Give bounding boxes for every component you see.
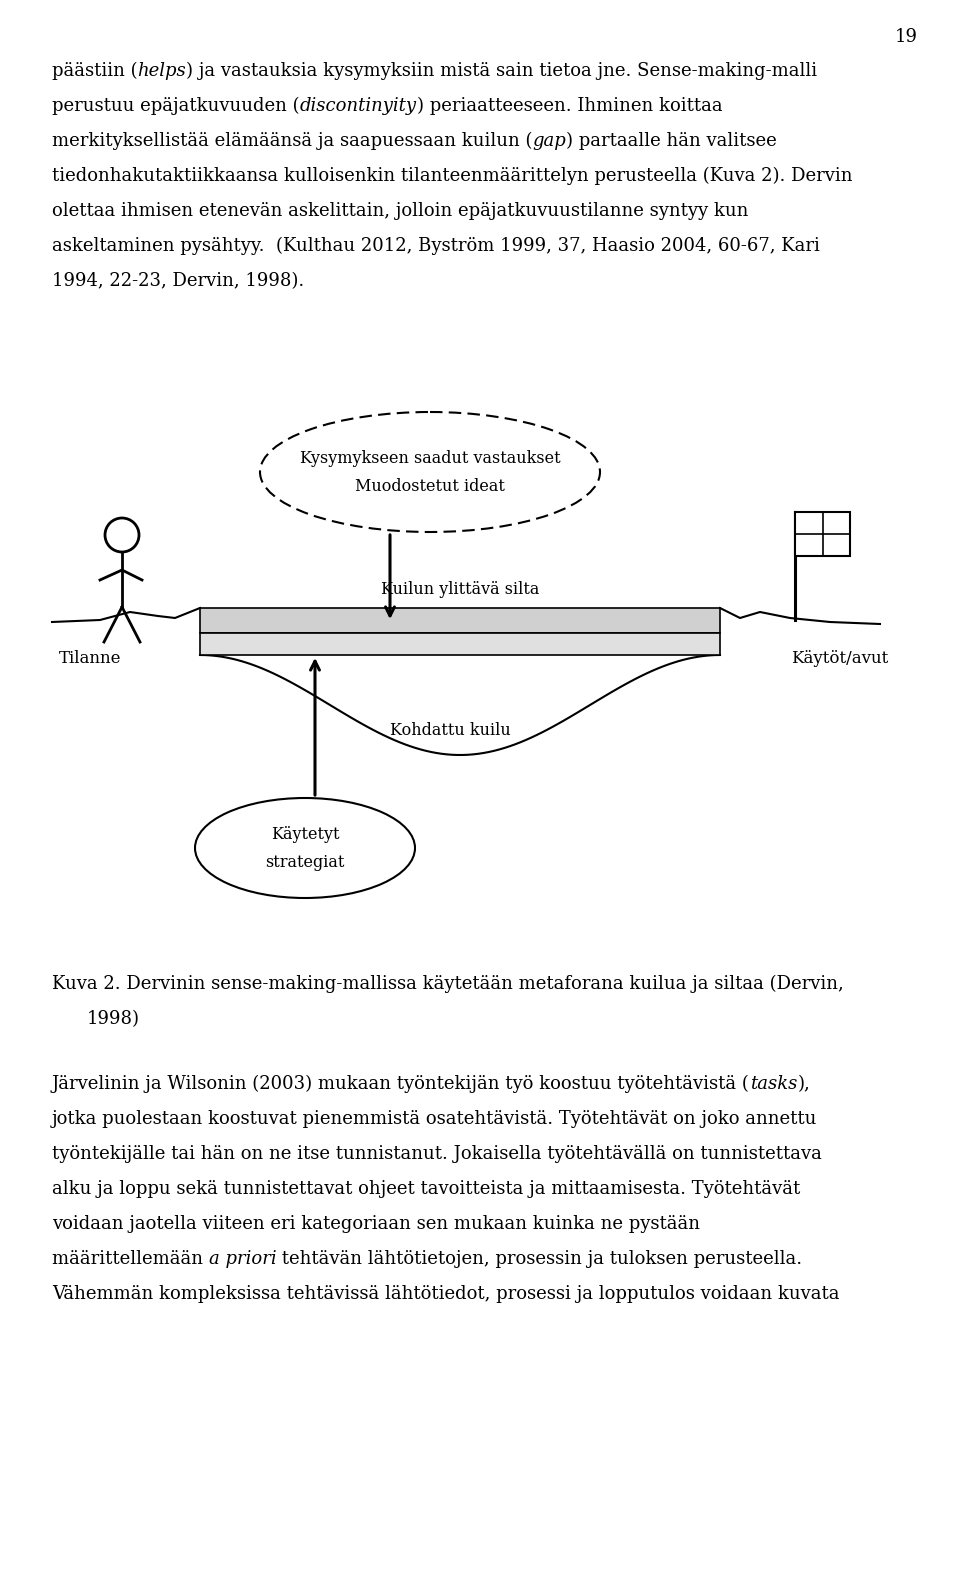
Text: Kuilun ylittävä silta: Kuilun ylittävä silta [381, 581, 540, 598]
Text: perustuu epäjatkuvuuden (: perustuu epäjatkuvuuden ( [52, 96, 300, 115]
Text: 19: 19 [895, 28, 918, 46]
Text: Käytetyt: Käytetyt [271, 825, 339, 843]
Text: tasks: tasks [750, 1075, 797, 1094]
Text: tehtävän lähtötietojen, prosessin ja tuloksen perusteella.: tehtävän lähtötietojen, prosessin ja tul… [276, 1250, 803, 1269]
Text: ) periaatteeseen. Ihminen koittaa: ) periaatteeseen. Ihminen koittaa [417, 96, 722, 115]
Text: helps: helps [137, 62, 186, 80]
Text: Vähemmän kompleksissa tehtävissä lähtötiedot, prosessi ja lopputulos voidaan kuv: Vähemmän kompleksissa tehtävissä lähtöti… [52, 1284, 839, 1303]
Text: 1998): 1998) [87, 1010, 140, 1027]
Text: Käytöt/avut: Käytöt/avut [791, 650, 889, 667]
Bar [200, 608, 720, 633]
Text: Muodostetut ideat: Muodostetut ideat [355, 478, 505, 494]
Text: määrittellemään: määrittellemään [52, 1250, 208, 1269]
Bar [200, 633, 720, 655]
Text: Kohdattu kuilu: Kohdattu kuilu [390, 721, 511, 739]
Text: Kuva 2. Dervinin sense-making-mallissa käytetään metaforana kuilua ja siltaa (De: Kuva 2. Dervinin sense-making-mallissa k… [52, 975, 844, 993]
Text: ) ja vastauksia kysymyksiin mistä sain tietoa jne. Sense-making-malli: ) ja vastauksia kysymyksiin mistä sain t… [186, 62, 818, 80]
Text: jotka puolestaan koostuvat pienemmistä osatehtävistä. Työtehtävät on joko annett: jotka puolestaan koostuvat pienemmistä o… [52, 1109, 817, 1128]
Text: voidaan jaotella viiteen eri kategoriaan sen mukaan kuinka ne pystään: voidaan jaotella viiteen eri kategoriaan… [52, 1215, 700, 1232]
Text: työntekijälle tai hän on ne itse tunnistanut. Jokaisella työtehtävällä on tunnis: työntekijälle tai hän on ne itse tunnist… [52, 1146, 822, 1163]
Text: a priori: a priori [208, 1250, 276, 1269]
Text: Järvelinin ja Wilsonin (2003) mukaan työntekijän työ koostuu työtehtävistä (: Järvelinin ja Wilsonin (2003) mukaan työ… [52, 1075, 750, 1094]
Text: discontinyity: discontinyity [300, 96, 417, 115]
Text: alku ja loppu sekä tunnistettavat ohjeet tavoitteista ja mittaamisesta. Työtehtä: alku ja loppu sekä tunnistettavat ohjeet… [52, 1180, 801, 1198]
Text: merkityksellistää elämäänsä ja saapuessaan kuilun (: merkityksellistää elämäänsä ja saapuessa… [52, 133, 533, 150]
Text: askeltaminen pysähtyy.  (Kulthau 2012, Byström 1999, 37, Haasio 2004, 60-67, Kar: askeltaminen pysähtyy. (Kulthau 2012, By… [52, 237, 820, 256]
Text: päästiin (: päästiin ( [52, 62, 137, 80]
Text: 1994, 22-23, Dervin, 1998).: 1994, 22-23, Dervin, 1998). [52, 271, 304, 290]
Text: Tilanne: Tilanne [59, 650, 121, 667]
Text: gap: gap [533, 133, 566, 150]
Text: ) partaalle hän valitsee: ) partaalle hän valitsee [566, 133, 777, 150]
Bar [795, 511, 850, 555]
Text: Kysymykseen saadut vastaukset: Kysymykseen saadut vastaukset [300, 450, 561, 467]
Text: strategiat: strategiat [265, 854, 345, 871]
Text: ),: ), [797, 1075, 810, 1094]
Text: tiedonhakutaktiikkaansa kulloisenkin tilanteenmäärittelyn perusteella (Kuva 2). : tiedonhakutaktiikkaansa kulloisenkin til… [52, 167, 852, 185]
Text: olettaa ihmisen etenevän askelittain, jolloin epäjatkuvuustilanne syntyy kun: olettaa ihmisen etenevän askelittain, jo… [52, 202, 749, 219]
